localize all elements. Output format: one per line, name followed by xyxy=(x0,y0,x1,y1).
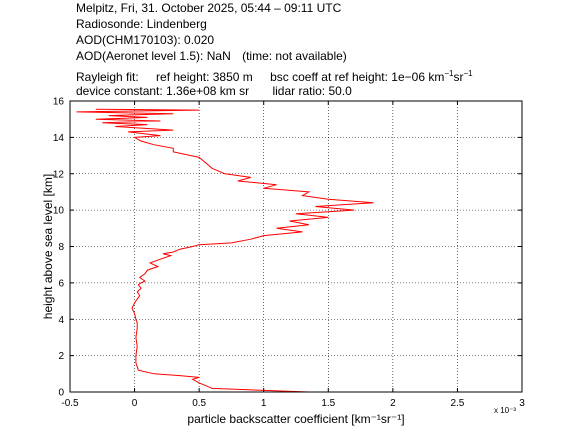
x-tick-label: 2.5 xyxy=(450,398,464,409)
y-axis-label: height above sea level [km] xyxy=(41,174,55,319)
y-tick-label: 4 xyxy=(58,315,64,326)
y-tick-label: 10 xyxy=(53,206,65,217)
bsc-exp-2: −1 xyxy=(463,69,473,78)
rayleigh-label: Rayleigh fit: xyxy=(76,70,139,84)
bsc-sr: sr xyxy=(453,70,464,84)
ref-height: ref height: 3850 m xyxy=(156,70,253,84)
header-radiosonde-line: Radiosonde: Lindenberg xyxy=(76,17,207,31)
x-tick-label: -0.5 xyxy=(61,398,79,409)
bsc-coeff: bsc coeff at ref height: 1e−06 km xyxy=(270,70,445,84)
grid-lines xyxy=(70,101,522,392)
x-tick-label: 1.5 xyxy=(321,398,335,409)
x-tick-label: 2 xyxy=(390,398,396,409)
backscatter-profile xyxy=(76,108,374,393)
y-tick-label: 2 xyxy=(58,351,64,362)
header-aod-aeronet-line: AOD(Aeronet level 1.5): NaN (time: not a… xyxy=(76,48,347,64)
bsc-exp-1: −1 xyxy=(444,69,454,78)
device-constant: device constant: 1.36e+08 km sr xyxy=(76,84,250,98)
aod-aeronet-value: AOD(Aeronet level 1.5): NaN xyxy=(76,49,231,63)
x-tick-label: 3 xyxy=(519,398,525,409)
header-aod-chm-line: AOD(CHM170103): 0.020 xyxy=(76,33,215,47)
x-tick-label: 0 xyxy=(132,398,138,409)
header-device-line: device constant: 1.36e+08 km sr lidar ra… xyxy=(76,83,352,99)
y-tick-label: 0 xyxy=(58,388,64,399)
lidar-ratio: lidar ratio: 50.0 xyxy=(272,84,352,98)
header-title-line: Melpitz, Fri, 31. October 2025, 05:44 – … xyxy=(76,1,342,15)
x-tick-label: 0.5 xyxy=(192,398,206,409)
aod-aeronet-time: (time: not available) xyxy=(242,49,347,63)
x-tick-label: 1 xyxy=(261,398,267,409)
y-tick-label: 6 xyxy=(58,278,64,289)
header-rayleigh-line: Rayleigh fit: ref height: 3850 m bsc coe… xyxy=(76,66,473,85)
y-tick-label: 8 xyxy=(58,242,64,253)
x-multiplier: x 10⁻³ xyxy=(494,406,516,415)
y-tick-label: 14 xyxy=(53,133,65,144)
profile-line xyxy=(76,108,374,393)
y-tick-label: 16 xyxy=(53,97,65,108)
y-tick-label: 12 xyxy=(53,169,65,180)
x-axis-label: particle backscatter coefficient [km⁻¹sr… xyxy=(187,412,404,426)
